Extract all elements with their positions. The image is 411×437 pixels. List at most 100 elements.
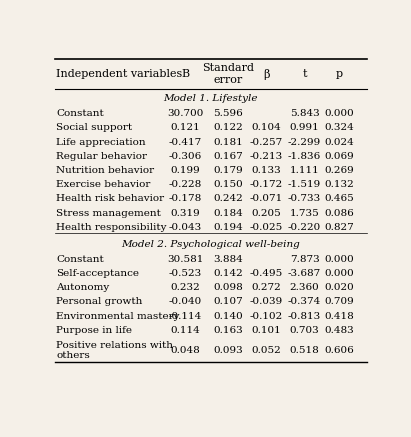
Text: Independent variables: Independent variables	[56, 69, 182, 79]
Text: 0.703: 0.703	[290, 326, 319, 335]
Text: Standard
error: Standard error	[202, 63, 254, 85]
Text: 5.596: 5.596	[213, 109, 243, 118]
Text: -0.495: -0.495	[250, 269, 283, 278]
Text: 30.581: 30.581	[167, 255, 203, 264]
Text: 0.269: 0.269	[325, 166, 355, 175]
Text: -0.306: -0.306	[169, 152, 202, 161]
Text: -0.114: -0.114	[169, 312, 202, 320]
Text: -0.039: -0.039	[250, 297, 283, 306]
Text: 0.167: 0.167	[213, 152, 243, 161]
Text: -0.374: -0.374	[288, 297, 321, 306]
Text: 0.827: 0.827	[325, 223, 355, 232]
Text: -0.102: -0.102	[250, 312, 283, 320]
Text: 0.418: 0.418	[325, 312, 355, 320]
Text: 0.114: 0.114	[170, 326, 200, 335]
Text: 0.133: 0.133	[252, 166, 281, 175]
Text: 0.000: 0.000	[325, 255, 355, 264]
Text: 0.194: 0.194	[213, 223, 243, 232]
Text: Personal growth: Personal growth	[56, 297, 143, 306]
Text: -0.733: -0.733	[288, 194, 321, 204]
Text: 7.873: 7.873	[290, 255, 319, 264]
Text: 0.181: 0.181	[213, 138, 243, 147]
Text: 0.606: 0.606	[325, 346, 355, 355]
Text: Self-acceptance: Self-acceptance	[56, 269, 139, 278]
Text: -0.220: -0.220	[288, 223, 321, 232]
Text: 1.735: 1.735	[290, 208, 319, 218]
Text: -0.043: -0.043	[169, 223, 202, 232]
Text: 0.000: 0.000	[325, 109, 355, 118]
Text: B: B	[181, 69, 189, 79]
Text: 0.272: 0.272	[252, 283, 281, 292]
Text: 0.000: 0.000	[325, 269, 355, 278]
Text: -0.213: -0.213	[250, 152, 283, 161]
Text: 0.242: 0.242	[213, 194, 243, 204]
Text: -3.687: -3.687	[288, 269, 321, 278]
Text: 0.179: 0.179	[213, 166, 243, 175]
Text: p: p	[336, 69, 343, 79]
Text: 0.093: 0.093	[213, 346, 243, 355]
Text: Positive relations with
others: Positive relations with others	[56, 341, 173, 360]
Text: β: β	[263, 69, 270, 80]
Text: 0.052: 0.052	[252, 346, 281, 355]
Text: -0.040: -0.040	[169, 297, 202, 306]
Text: Autonomy: Autonomy	[56, 283, 109, 292]
Text: 0.163: 0.163	[213, 326, 243, 335]
Text: 3.884: 3.884	[213, 255, 243, 264]
Text: Constant: Constant	[56, 109, 104, 118]
Text: 0.142: 0.142	[213, 269, 243, 278]
Text: -0.025: -0.025	[250, 223, 283, 232]
Text: 0.098: 0.098	[213, 283, 243, 292]
Text: 0.324: 0.324	[325, 124, 355, 132]
Text: 0.069: 0.069	[325, 152, 355, 161]
Text: Regular behavior: Regular behavior	[56, 152, 147, 161]
Text: 0.048: 0.048	[170, 346, 200, 355]
Text: 0.518: 0.518	[290, 346, 319, 355]
Text: -0.417: -0.417	[169, 138, 202, 147]
Text: 0.104: 0.104	[252, 124, 281, 132]
Text: 0.122: 0.122	[213, 124, 243, 132]
Text: 1.111: 1.111	[290, 166, 319, 175]
Text: 0.024: 0.024	[325, 138, 355, 147]
Text: -0.071: -0.071	[250, 194, 283, 204]
Text: -0.228: -0.228	[169, 180, 202, 189]
Text: 0.101: 0.101	[252, 326, 281, 335]
Text: -0.178: -0.178	[169, 194, 202, 204]
Text: -0.257: -0.257	[250, 138, 283, 147]
Text: Model 2. Psychological well-being: Model 2. Psychological well-being	[121, 240, 300, 249]
Text: 2.360: 2.360	[290, 283, 319, 292]
Text: 0.205: 0.205	[252, 208, 281, 218]
Text: 0.319: 0.319	[170, 208, 200, 218]
Text: Purpose in life: Purpose in life	[56, 326, 132, 335]
Text: -0.523: -0.523	[169, 269, 202, 278]
Text: t: t	[302, 69, 307, 79]
Text: Health responsibility: Health responsibility	[56, 223, 166, 232]
Text: 0.150: 0.150	[213, 180, 243, 189]
Text: 0.020: 0.020	[325, 283, 355, 292]
Text: 5.843: 5.843	[290, 109, 319, 118]
Text: -1.836: -1.836	[288, 152, 321, 161]
Text: 0.483: 0.483	[325, 326, 355, 335]
Text: 0.086: 0.086	[325, 208, 355, 218]
Text: Environmental mastery: Environmental mastery	[56, 312, 180, 320]
Text: 0.140: 0.140	[213, 312, 243, 320]
Text: Constant: Constant	[56, 255, 104, 264]
Text: -2.299: -2.299	[288, 138, 321, 147]
Text: 0.132: 0.132	[325, 180, 355, 189]
Text: 30.700: 30.700	[167, 109, 203, 118]
Text: -1.519: -1.519	[288, 180, 321, 189]
Text: Health risk behavior: Health risk behavior	[56, 194, 164, 204]
Text: Life appreciation: Life appreciation	[56, 138, 146, 147]
Text: 0.184: 0.184	[213, 208, 243, 218]
Text: Stress management: Stress management	[56, 208, 161, 218]
Text: 0.232: 0.232	[170, 283, 200, 292]
Text: -0.172: -0.172	[250, 180, 283, 189]
Text: Exercise behavior: Exercise behavior	[56, 180, 150, 189]
Text: 0.121: 0.121	[170, 124, 200, 132]
Text: 0.107: 0.107	[213, 297, 243, 306]
Text: 0.709: 0.709	[325, 297, 355, 306]
Text: 0.991: 0.991	[290, 124, 319, 132]
Text: 0.199: 0.199	[170, 166, 200, 175]
Text: -0.813: -0.813	[288, 312, 321, 320]
Text: Nutrition behavior: Nutrition behavior	[56, 166, 154, 175]
Text: 0.465: 0.465	[325, 194, 355, 204]
